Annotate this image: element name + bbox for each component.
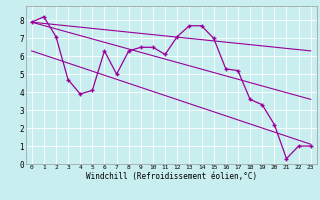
X-axis label: Windchill (Refroidissement éolien,°C): Windchill (Refroidissement éolien,°C)	[86, 172, 257, 181]
